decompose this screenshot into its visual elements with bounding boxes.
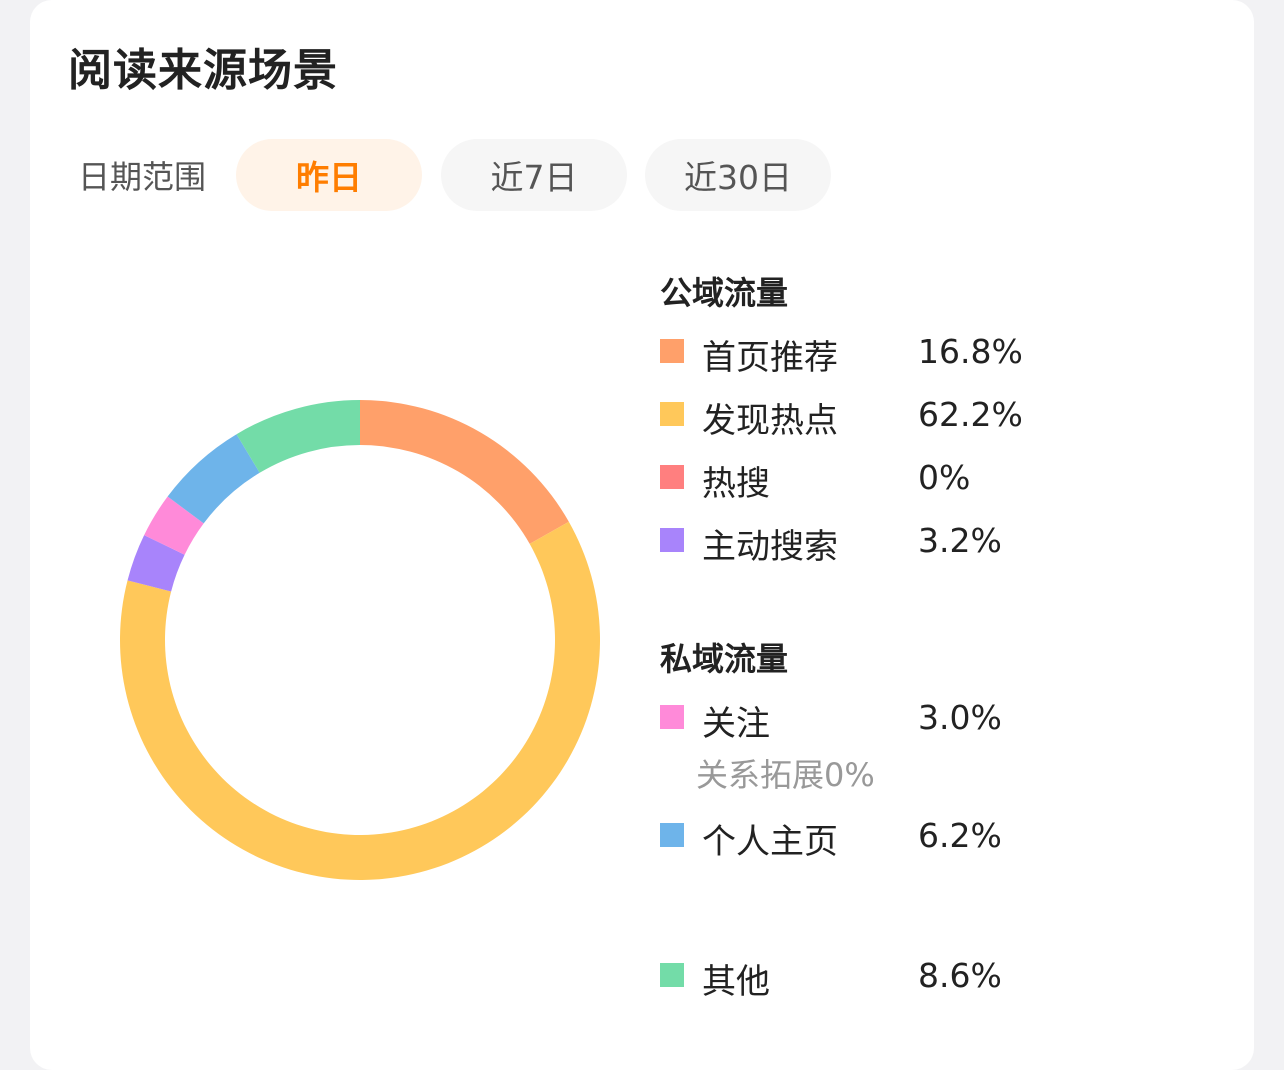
donut-chart xyxy=(120,400,600,880)
page-title: 阅读来源场景 xyxy=(68,45,338,96)
legend-label: 热搜 xyxy=(702,464,770,504)
legend-item-hot-search: 热搜 0% xyxy=(660,452,1220,504)
donut-slice-5 xyxy=(144,496,204,555)
legend-item-other: 其他 8.6% xyxy=(660,950,1220,1002)
legend-swatch xyxy=(660,705,684,729)
legend-label: 其他 xyxy=(702,962,770,1002)
tab-7-days[interactable]: 近7日 xyxy=(441,139,627,211)
donut-slice-7 xyxy=(236,400,360,473)
legend-label: 主动搜索 xyxy=(702,527,838,567)
legend-value: 6.2% xyxy=(918,816,1002,855)
legend-label: 关注 xyxy=(702,704,770,744)
tab-30-days[interactable]: 近30日 xyxy=(645,139,831,211)
private-traffic-title: 私域流量 xyxy=(660,640,789,678)
legend-item-profile: 个人主页 6.2% xyxy=(660,810,1220,862)
public-traffic-title: 公域流量 xyxy=(660,274,789,312)
legend-value: 3.2% xyxy=(918,521,1002,560)
reading-source-card: 阅读来源场景 日期范围 昨日 近7日 近30日 公域流量 首页推荐 16.8% … xyxy=(30,0,1254,1070)
legend-swatch xyxy=(660,528,684,552)
relation-expand-note: 关系拓展0% xyxy=(696,756,875,794)
legend-item-follow: 关注 3.0% xyxy=(660,692,1220,744)
legend-value: 8.6% xyxy=(918,956,1002,995)
legend-value: 62.2% xyxy=(918,395,1023,434)
legend-value: 3.0% xyxy=(918,698,1002,737)
donut-slice-6 xyxy=(167,434,260,524)
legend-swatch xyxy=(660,339,684,363)
legend-item-homepage: 首页推荐 16.8% xyxy=(660,326,1220,378)
legend-label: 个人主页 xyxy=(702,822,838,862)
legend-label: 发现热点 xyxy=(702,401,838,441)
legend-item-active-search: 主动搜索 3.2% xyxy=(660,515,1220,567)
tab-yesterday[interactable]: 昨日 xyxy=(236,139,422,211)
legend-swatch xyxy=(660,465,684,489)
date-range-label: 日期范围 xyxy=(78,158,207,196)
legend-swatch xyxy=(660,402,684,426)
legend-swatch xyxy=(660,963,684,987)
donut-slice-4 xyxy=(127,535,185,592)
donut-slice-1 xyxy=(360,400,569,544)
legend-swatch xyxy=(660,823,684,847)
legend-value: 16.8% xyxy=(918,332,1023,371)
legend-item-discover-hot: 发现热点 62.2% xyxy=(660,389,1220,441)
donut-slice-2 xyxy=(120,521,600,880)
legend-label: 首页推荐 xyxy=(702,338,838,378)
legend-value: 0% xyxy=(918,458,971,497)
